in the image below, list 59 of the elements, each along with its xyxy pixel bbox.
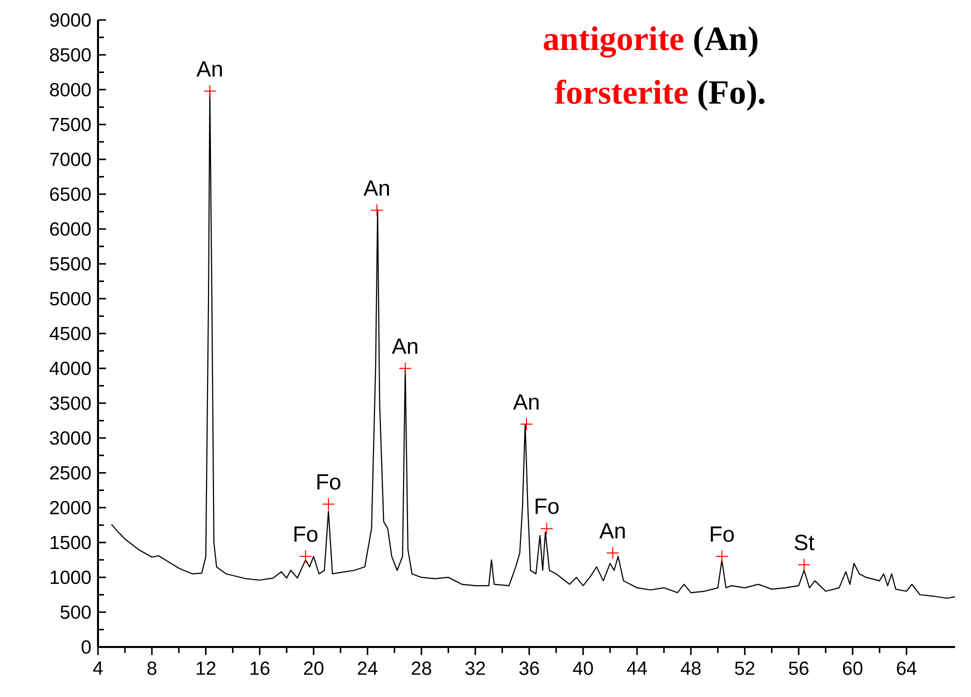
- x-tick-label: 12: [196, 662, 216, 675]
- annotation: An: [392, 338, 418, 354]
- annotation: An: [364, 180, 389, 196]
- point: [322, 498, 335, 511]
- y-tick-label: 7000: [50, 152, 91, 166]
- y-tick-label: 5000: [50, 292, 91, 306]
- y-tick-label: 1500: [50, 536, 91, 550]
- y-tick-label: 1000: [50, 570, 91, 584]
- x-tick-label: 36: [519, 662, 539, 675]
- annotation: (Fo).: [698, 80, 764, 111]
- x-tick-label: 48: [680, 662, 701, 675]
- x-tick-label: 8: [147, 662, 156, 675]
- x-tick-label: 16: [250, 662, 270, 675]
- annotation: Fo: [294, 526, 318, 542]
- y-tick-label: 3500: [50, 396, 91, 410]
- annotation: An: [599, 523, 625, 538]
- annotation: An: [513, 394, 539, 410]
- point: [606, 546, 620, 560]
- x-tick-label: 28: [412, 662, 432, 675]
- y-tick-label: 4000: [50, 362, 91, 376]
- y-tick-label: 4500: [50, 326, 91, 340]
- x-tick-label: 64: [896, 662, 917, 675]
- y-tick-label: 6000: [50, 222, 91, 236]
- y-tick-label: 0: [82, 640, 91, 654]
- point: [398, 362, 412, 375]
- x-tick-label: 24: [358, 662, 378, 675]
- annotation: Fo: [317, 474, 340, 490]
- annotation: St: [794, 534, 814, 550]
- x-tick-label: 40: [572, 662, 593, 675]
- x-tick-label: 60: [842, 662, 862, 675]
- point: [203, 84, 216, 98]
- point: [798, 558, 811, 572]
- point: [520, 418, 534, 431]
- y-tick-label: 8500: [50, 48, 91, 62]
- y-tick-label: 8000: [50, 82, 91, 96]
- x-tick-label: 52: [734, 662, 754, 675]
- y-tick-label: 3000: [50, 431, 91, 445]
- y-tick-label: 9000: [50, 13, 91, 27]
- x-tick-label: 44: [626, 662, 648, 675]
- annotation: forsterite: [554, 80, 688, 104]
- y-tick-label: 5500: [50, 257, 91, 271]
- annotation: Fo: [710, 526, 734, 542]
- annotation: Fo: [536, 498, 559, 514]
- x-tick-label: 20: [304, 662, 324, 675]
- y-tick-label: 2000: [50, 500, 91, 514]
- x-tick-label: 56: [788, 662, 808, 675]
- annotation: An: [196, 61, 222, 77]
- point: [540, 522, 554, 536]
- y-tick-label: 500: [60, 605, 91, 619]
- x-tick-label: 32: [465, 662, 485, 675]
- y-tick-label: 2500: [50, 466, 91, 480]
- annotation: antigorite: [544, 26, 684, 58]
- point: [370, 204, 384, 217]
- point: [299, 550, 312, 563]
- y-tick-label: 7500: [50, 118, 91, 132]
- x-tick-label: 4: [93, 662, 103, 675]
- point: [715, 550, 728, 563]
- y-tick-label: 6500: [50, 187, 91, 201]
- annotation: (An): [694, 26, 758, 58]
